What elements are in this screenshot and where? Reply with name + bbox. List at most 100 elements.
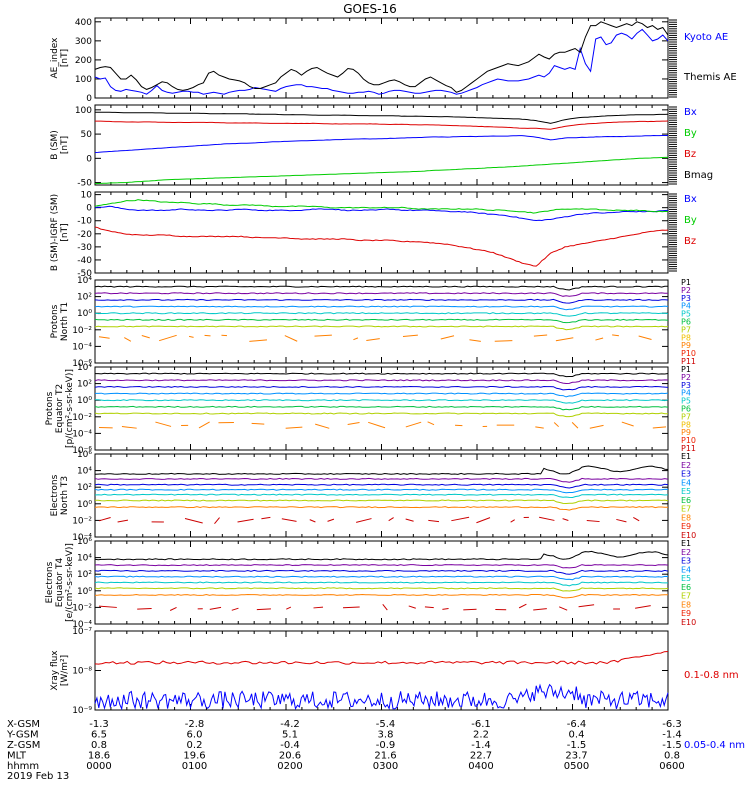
panel-ae: 400 300 200 100 0 AE_index [nT] Kyoto AE Themis … <box>50 17 737 104</box>
channel-fragment <box>117 519 129 523</box>
panel-pequator: 10⁴ 10² 10⁰ 10⁻² 10⁻⁴ 10⁻⁶ Protons Equator T2 [p… <box>45 363 696 456</box>
panel-b: 100 50 0 -50 B (SM) [nT] Bx By Bz Bmag <box>50 104 713 189</box>
channel-fragment <box>589 424 604 429</box>
channel-fragment <box>652 426 667 429</box>
channel-trace <box>94 587 669 592</box>
x-row-value: 0.4 <box>569 730 585 741</box>
channel-trace <box>94 318 669 324</box>
channel-fragment <box>463 608 477 611</box>
channel-fragment <box>98 605 117 608</box>
legend-e6: E6 <box>681 583 691 592</box>
legend-p2: P2 <box>681 373 691 382</box>
channel-fragment <box>616 518 627 523</box>
y-tick-label: 10 <box>81 191 93 201</box>
panel-xray: 10⁻⁷ 10⁻⁸ 10⁻⁹ Xray flux [W/m²] 0.1-0.8 nm 0.0… <box>50 627 745 751</box>
legend-e10: E10 <box>681 618 696 627</box>
channel-trace <box>94 465 669 475</box>
channel-fragment <box>327 518 335 522</box>
y-tick-label: 10⁰ <box>77 587 92 597</box>
channel-fragment <box>535 426 544 429</box>
y-tick-label: 10⁰ <box>77 309 92 319</box>
x-row-value: 0.8 <box>91 740 107 751</box>
y-tick-label: 10² <box>77 483 92 493</box>
channel-fragment <box>638 335 652 340</box>
y-tick-label: 100 <box>75 106 92 116</box>
channel-fragment <box>442 608 449 610</box>
channel-fragment <box>533 334 548 337</box>
legend-bz: Bz <box>684 149 696 160</box>
legend-e5: E5 <box>681 574 691 583</box>
x-row-value: 0.8 <box>664 751 680 762</box>
channel-fragment <box>424 606 434 609</box>
channel-trace <box>94 550 669 561</box>
y-tick-label: 10⁻⁶ <box>72 359 92 369</box>
channel-fragment <box>368 421 386 429</box>
series-bmag <box>94 111 669 124</box>
y-tick-label: 10⁻⁴ <box>72 620 92 630</box>
legend-p7: P7 <box>681 412 691 421</box>
y-tick-label: 100 <box>75 75 92 85</box>
y-axis-label: B (SM)-IGRF (SM) <box>50 194 60 271</box>
channel-trace <box>94 581 668 587</box>
channel-fragment <box>286 606 292 610</box>
series-0.05-0.4 nm <box>94 683 669 711</box>
channel-fragment <box>353 337 359 341</box>
channel-trace <box>94 564 669 569</box>
x-row-value: 21.6 <box>374 751 396 762</box>
channel-trace <box>94 575 669 581</box>
x-row-label-mlt: MLT <box>7 751 27 762</box>
channel-fragment <box>494 340 513 342</box>
x-row-value: -6.3 <box>662 719 682 730</box>
y-axis-label: Xray flux <box>50 650 60 691</box>
channel-fragment <box>158 334 177 342</box>
legend-e1: E1 <box>681 539 691 548</box>
x-row-value: 0400 <box>468 761 493 772</box>
y-axis-label: Equator T4 <box>55 558 65 608</box>
x-row-value: 6.5 <box>91 730 107 741</box>
channel-trace <box>94 493 669 499</box>
x-row-value: 20.6 <box>279 751 301 762</box>
channel-trace <box>94 506 668 511</box>
channel-fragment <box>635 605 651 609</box>
channel-fragment <box>382 603 388 611</box>
channel-fragment <box>428 519 440 523</box>
channel-fragment <box>388 517 394 522</box>
legend-p4: P4 <box>681 302 691 311</box>
x-row-label-y-gsm: Y-GSM <box>6 730 39 741</box>
x-row-value: 0600 <box>659 761 684 772</box>
channel-fragment <box>281 518 297 522</box>
x-row-value: 19.6 <box>183 751 205 762</box>
legend-bz: Bz <box>684 236 696 247</box>
legend-p6: P6 <box>681 318 691 327</box>
panel-pnorth: 10⁴ 10² 10⁰ 10⁻² 10⁻⁴ 10⁻⁶ Protons North T1 P1P2… <box>50 276 696 369</box>
channel-fragment <box>256 608 271 611</box>
channel-trace <box>94 379 669 385</box>
channel-fragment <box>451 516 470 522</box>
y-axis-label: [nT] <box>60 136 70 154</box>
channel-trace <box>94 325 669 331</box>
series-themis-ae <box>94 21 669 93</box>
channel-fragment <box>169 606 177 611</box>
legend-e10: E10 <box>681 531 696 540</box>
panel-bigrf: 10 0 -10 -20 -30 -40 -50 B (SM)-IGRF (SM) [nT] Bx… <box>50 191 697 279</box>
y-tick-label: 10⁻⁷ <box>72 627 92 637</box>
panel-frame <box>94 366 669 451</box>
y-axis-label: [p/(cm²-s-sr-keV)] <box>65 369 75 448</box>
y-tick-label: -20 <box>77 230 92 240</box>
x-row-value: -0.9 <box>376 740 396 751</box>
x-row-value: -5.4 <box>376 719 396 730</box>
channel-fragment <box>204 334 211 337</box>
panel-frame <box>94 630 669 711</box>
legend-p9: P9 <box>681 341 691 350</box>
legend-e1: E1 <box>681 452 691 461</box>
y-tick-label: 10⁻⁴ <box>72 342 92 352</box>
channel-fragment <box>586 519 600 523</box>
y-tick-label: -40 <box>77 256 92 266</box>
legend-p8: P8 <box>681 420 691 429</box>
channel-fragment <box>533 608 547 611</box>
x-row-value: -1.4 <box>471 740 491 751</box>
legend-p10: P10 <box>681 349 696 358</box>
channel-fragment <box>237 518 254 523</box>
y-tick-label: 10⁻⁴ <box>72 429 92 439</box>
panel-eequator: 10⁶ 10⁴ 10² 10⁰ 10⁻² 10⁻⁴ Electrons Equator T4[… <box>45 537 696 630</box>
